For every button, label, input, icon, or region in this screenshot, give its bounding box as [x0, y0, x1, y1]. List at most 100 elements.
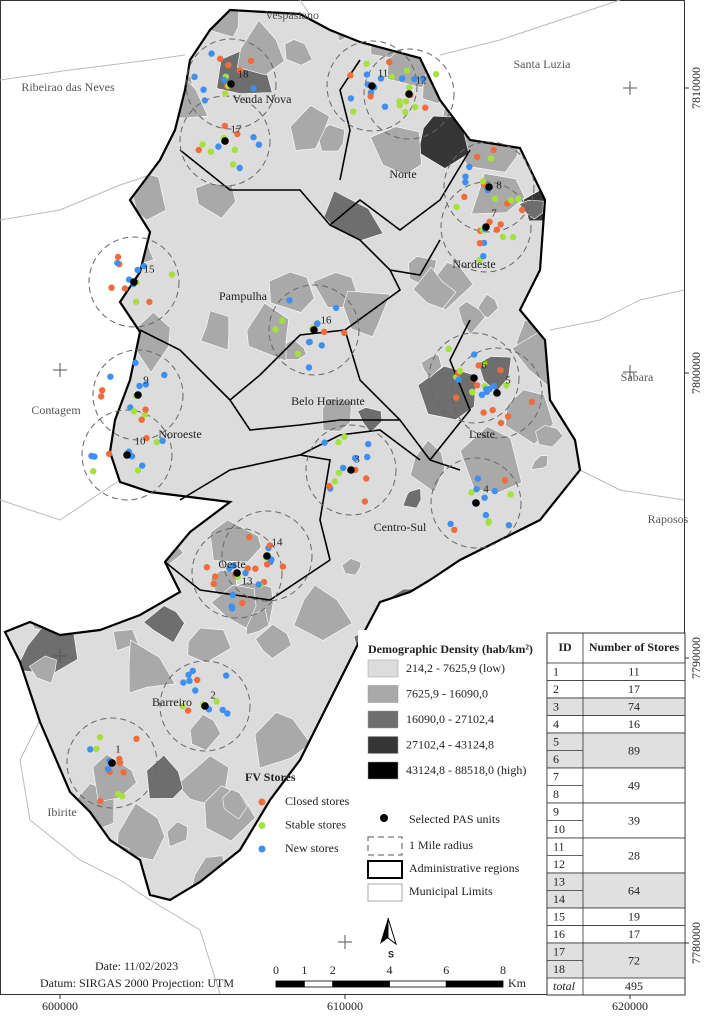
easting-label: 610000	[327, 999, 363, 1013]
density-patch	[290, 105, 330, 151]
store-dot	[234, 130, 241, 138]
store-dot	[140, 262, 148, 270]
store-dot	[96, 734, 104, 741]
store-dot	[474, 475, 482, 482]
store-label: Stable stores	[285, 817, 346, 831]
unit-label: 10	[135, 436, 147, 448]
store-dot	[120, 769, 127, 776]
region-label: Nordeste	[452, 257, 495, 271]
mile-radius	[88, 236, 180, 328]
store-dot	[212, 573, 219, 580]
table-id: 4	[553, 717, 559, 731]
density-label: 27102,4 - 43124,8	[406, 737, 494, 751]
store-dot	[263, 561, 271, 568]
unit-label: 4	[483, 484, 489, 496]
pas-unit	[130, 278, 138, 286]
store-dot	[201, 97, 209, 104]
store-dot	[476, 240, 484, 247]
density-patch	[412, 266, 457, 309]
store-dot	[318, 342, 325, 349]
store-dot	[469, 389, 476, 396]
store-dot	[104, 765, 112, 772]
store-dot	[136, 382, 143, 390]
store-swatch	[258, 845, 266, 853]
store-dot	[515, 195, 522, 203]
scale-label: 8	[500, 963, 506, 977]
store-dot	[305, 338, 313, 346]
unit-label: 13	[242, 576, 254, 588]
table-id: 3	[553, 700, 559, 714]
store-dot	[411, 103, 419, 111]
store-dot	[419, 75, 427, 83]
store-dot	[217, 55, 224, 62]
store-dot	[493, 226, 501, 233]
pas-unit	[482, 223, 490, 231]
store-dot	[403, 67, 411, 74]
mile-radius	[159, 660, 251, 752]
store-dot	[141, 411, 149, 418]
store-dot	[489, 406, 496, 414]
store-dot	[210, 580, 217, 588]
region-label: Noroeste	[158, 427, 201, 441]
pas-unit	[227, 80, 235, 88]
store-dot	[179, 703, 186, 710]
store-dot	[519, 206, 526, 214]
scale-label: 4	[387, 963, 393, 977]
store-dot	[130, 408, 138, 415]
table-id: 11	[553, 840, 565, 854]
store-dot	[242, 569, 249, 577]
pas-unit	[263, 552, 271, 560]
store-dot	[236, 164, 243, 172]
region-boundary	[139, 329, 231, 401]
store-dot	[134, 467, 142, 474]
store-dot	[352, 455, 359, 462]
store-dot	[208, 50, 215, 57]
unit-label: 8	[496, 180, 502, 192]
store-dot	[497, 419, 505, 427]
unit-label: 7	[491, 208, 497, 220]
symbol-label: 1 Mile radius	[409, 838, 473, 852]
mile-radius	[221, 510, 313, 602]
store-dot	[219, 706, 226, 714]
store-dot	[321, 439, 328, 446]
mile-radius	[268, 284, 360, 376]
store-dot	[294, 350, 302, 357]
mile-radius	[443, 141, 535, 233]
unit-swatch	[380, 814, 388, 822]
unit-label: 3	[354, 454, 360, 466]
unit-label: 6	[481, 360, 487, 372]
store-dot	[229, 161, 237, 168]
store-dot	[480, 409, 487, 416]
region-label: Centro-Sul	[374, 520, 427, 534]
density-patch	[246, 302, 290, 362]
store-dot	[341, 433, 348, 440]
table-id: 8	[553, 787, 559, 801]
store-dot	[381, 103, 389, 110]
store-dot	[224, 710, 231, 717]
density-patch	[293, 584, 353, 641]
unit-label: 16	[321, 315, 333, 327]
region-label: Belo Horizonte	[291, 394, 365, 408]
graticule-crosses	[53, 81, 637, 949]
density-patch	[143, 605, 185, 644]
store-dot	[180, 679, 187, 686]
pas-unit	[347, 466, 355, 474]
table-stores: 28	[628, 848, 640, 862]
store-dot	[473, 382, 481, 389]
store-dot	[252, 565, 259, 572]
stores-title: FV Stores	[245, 770, 296, 784]
density-patch	[518, 199, 544, 220]
store-dot	[229, 591, 236, 598]
store-dot	[364, 453, 371, 461]
store-dot	[341, 329, 348, 337]
symbol-label: Municipal Limits	[409, 884, 493, 898]
store-dot	[239, 599, 246, 607]
store-dot	[266, 542, 274, 549]
store-dot	[363, 60, 370, 67]
place-label: Ribeirao das Neves	[21, 80, 115, 94]
mile-radius	[66, 717, 158, 809]
store-dot	[365, 440, 372, 448]
northing-label: 7800000	[689, 352, 703, 394]
store-dot	[189, 667, 196, 675]
store-dot	[228, 603, 235, 610]
